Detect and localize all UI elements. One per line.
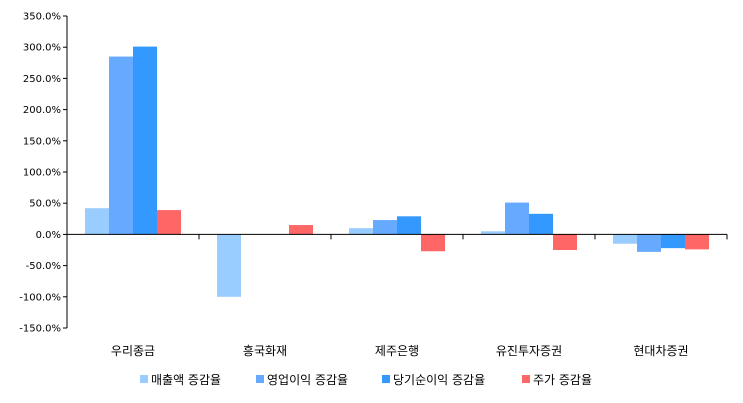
y-tick-label: 200.0%	[23, 105, 61, 116]
y-tick-label: 350.0%	[23, 12, 61, 23]
legend-label: 당기순이익 증감율	[393, 373, 485, 387]
legend: 매출액 증감율 영업이익 증감율 당기순이익 증감율 주가 증감율	[140, 373, 592, 387]
bar	[217, 234, 241, 297]
bar	[481, 231, 505, 235]
x-category-label: 현대차증권	[633, 344, 688, 358]
y-tick-label: -50.0%	[26, 261, 61, 272]
bar	[661, 234, 685, 249]
bar	[553, 234, 577, 250]
bar	[637, 234, 661, 252]
legend-swatch	[522, 375, 530, 383]
x-axis: 우리종금 흥국화재 제주은행 유진투자증권 현대차증권	[66, 233, 728, 358]
y-tick-label: 300.0%	[23, 43, 61, 54]
bar	[133, 46, 157, 235]
bar	[349, 228, 373, 235]
bar	[157, 210, 181, 235]
y-axis: 350.0% 300.0% 250.0% 200.0% 150.0% 100.0% 50.0…	[19, 12, 68, 335]
x-category-label: 흥국화재	[243, 344, 287, 358]
x-category-label: 우리종금	[111, 344, 155, 358]
bar	[529, 213, 553, 235]
y-tick-label: -100.0%	[19, 292, 61, 303]
bar	[397, 216, 421, 235]
x-category-label: 유진투자증권	[496, 344, 562, 358]
bar	[109, 56, 133, 235]
bars	[85, 46, 709, 297]
legend-label: 주가 증감율	[533, 373, 592, 387]
legend-label: 매출액 증감율	[151, 373, 221, 387]
y-tick-label: 100.0%	[23, 168, 61, 179]
bar	[685, 234, 709, 250]
legend-swatch	[382, 375, 390, 383]
y-tick-label: 250.0%	[23, 74, 61, 85]
bar	[373, 220, 397, 235]
x-category-label: 제주은행	[375, 343, 419, 358]
bar	[613, 234, 637, 244]
y-tick-label: -150.0%	[19, 324, 61, 335]
bar	[505, 202, 529, 235]
bar	[289, 225, 313, 235]
bar	[85, 208, 109, 235]
legend-swatch	[256, 375, 264, 383]
bar	[421, 234, 445, 252]
y-tick-label: 50.0%	[29, 199, 61, 210]
legend-label: 영업이익 증감율	[267, 373, 348, 387]
legend-swatch	[140, 375, 148, 383]
y-tick-label: 150.0%	[23, 136, 61, 147]
y-tick-label: 0.0%	[36, 230, 61, 241]
